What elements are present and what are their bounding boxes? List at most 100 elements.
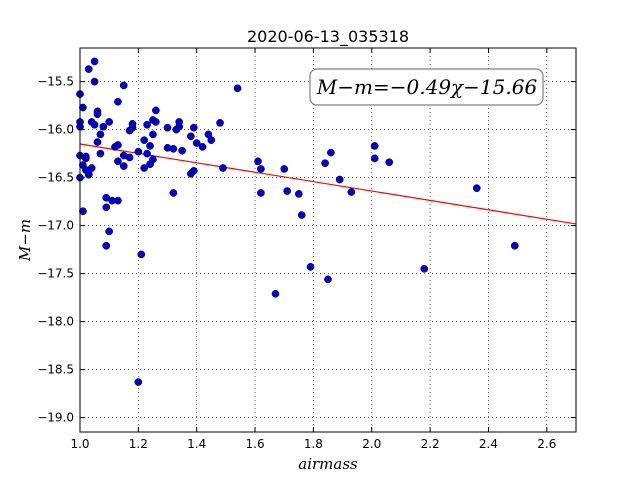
data-point bbox=[114, 97, 122, 106]
data-point bbox=[321, 159, 329, 168]
data-point bbox=[335, 175, 344, 184]
annotation-box bbox=[309, 68, 544, 106]
data-point bbox=[219, 164, 227, 172]
y-axis: −15.5 −16.0 −16.5 −17.0 −17.5 −18.0 −18.5 −19.0 bbox=[37, 75, 576, 425]
x-tick-label: 2.2 bbox=[421, 437, 440, 451]
plot-area bbox=[80, 48, 576, 432]
data-point bbox=[79, 207, 87, 216]
data-point bbox=[306, 263, 315, 271]
y-tick-label: −19.0 bbox=[37, 411, 74, 425]
y-tick-label: −15.5 bbox=[37, 75, 74, 89]
x-tick-label: 2.6 bbox=[537, 437, 556, 451]
data-point bbox=[84, 170, 93, 179]
data-point bbox=[169, 144, 178, 153]
data-point bbox=[207, 136, 216, 145]
plot-frame bbox=[79, 47, 577, 433]
y-axis-label: M−m bbox=[16, 219, 34, 262]
data-point bbox=[152, 106, 160, 115]
x-tick-label: 2.0 bbox=[362, 437, 381, 451]
data-point bbox=[189, 167, 198, 175]
y-tick-label: −17.0 bbox=[37, 219, 74, 233]
data-point bbox=[233, 84, 242, 93]
data-point bbox=[134, 378, 143, 386]
data-point bbox=[283, 187, 292, 195]
data-point bbox=[143, 120, 151, 129]
data-point bbox=[169, 189, 178, 197]
data-point bbox=[102, 203, 111, 212]
data-point bbox=[134, 147, 143, 156]
data-point bbox=[125, 153, 134, 162]
data-point bbox=[79, 103, 87, 112]
data-point bbox=[297, 211, 306, 219]
y-tick-label: −16.0 bbox=[37, 123, 74, 137]
data-point bbox=[114, 141, 122, 149]
data-point bbox=[189, 123, 198, 132]
data-point bbox=[90, 77, 99, 86]
data-point bbox=[114, 157, 122, 166]
data-point bbox=[152, 118, 160, 126]
data-point bbox=[84, 65, 93, 73]
data-point bbox=[175, 118, 184, 126]
x-tick-label: 1.8 bbox=[304, 437, 323, 451]
y-tick-label: −17.5 bbox=[37, 267, 74, 281]
data-point bbox=[96, 149, 105, 158]
data-point bbox=[149, 155, 157, 164]
data-point bbox=[324, 275, 332, 284]
x-tick-label: 1.0 bbox=[70, 437, 89, 451]
data-point bbox=[114, 196, 122, 205]
data-point bbox=[137, 250, 146, 259]
data-point bbox=[510, 241, 519, 250]
data-point bbox=[128, 119, 137, 128]
data-point bbox=[119, 162, 128, 170]
data-point bbox=[254, 157, 262, 166]
data-point bbox=[90, 57, 99, 66]
data-point bbox=[105, 118, 114, 126]
fit-line-group bbox=[79, 143, 577, 225]
data-point bbox=[385, 158, 394, 167]
data-point bbox=[93, 138, 102, 146]
data-point bbox=[99, 122, 108, 131]
data-point bbox=[192, 139, 201, 147]
x-axis: 1.0 1.2 1.4 1.6 1.8 2.0 2.2 2.4 2.6 bbox=[70, 48, 556, 451]
data-point bbox=[140, 136, 149, 145]
x-axis-label: airmass bbox=[298, 455, 358, 473]
data-point bbox=[178, 146, 186, 155]
fit-annotation: M−m=−0.49χ−15.66 bbox=[309, 68, 544, 106]
data-point bbox=[140, 164, 149, 172]
data-point bbox=[327, 148, 335, 157]
data-point bbox=[163, 123, 172, 132]
data-point bbox=[347, 188, 356, 196]
data-point bbox=[90, 120, 99, 129]
data-point bbox=[187, 132, 195, 141]
y-tick-label: −18.0 bbox=[37, 315, 74, 329]
data-point bbox=[119, 81, 128, 90]
data-points bbox=[76, 57, 519, 386]
data-point bbox=[93, 110, 102, 119]
chart-title: 2020-06-13_035318 bbox=[247, 27, 409, 47]
data-point bbox=[87, 164, 96, 172]
fit-line bbox=[79, 143, 577, 225]
data-point bbox=[294, 190, 303, 198]
data-point bbox=[198, 143, 207, 151]
data-point bbox=[271, 289, 280, 298]
annotation-text: M−m=−0.49χ−15.66 bbox=[316, 75, 538, 99]
data-point bbox=[143, 149, 151, 158]
y-tick-label: −18.5 bbox=[37, 363, 74, 377]
data-point bbox=[216, 119, 224, 127]
data-point bbox=[105, 227, 114, 236]
data-point bbox=[370, 142, 379, 150]
y-tick-label: −16.5 bbox=[37, 171, 74, 185]
x-tick-label: 1.2 bbox=[129, 437, 148, 451]
data-point bbox=[280, 165, 289, 173]
data-point bbox=[146, 142, 154, 150]
data-point bbox=[257, 189, 265, 197]
x-tick-label: 2.4 bbox=[479, 437, 498, 451]
x-tick-label: 1.4 bbox=[187, 437, 206, 451]
data-point bbox=[257, 165, 265, 173]
data-point bbox=[81, 152, 90, 161]
data-point bbox=[420, 264, 429, 273]
data-point bbox=[102, 241, 111, 250]
grid bbox=[79, 48, 576, 432]
data-point bbox=[370, 154, 379, 163]
